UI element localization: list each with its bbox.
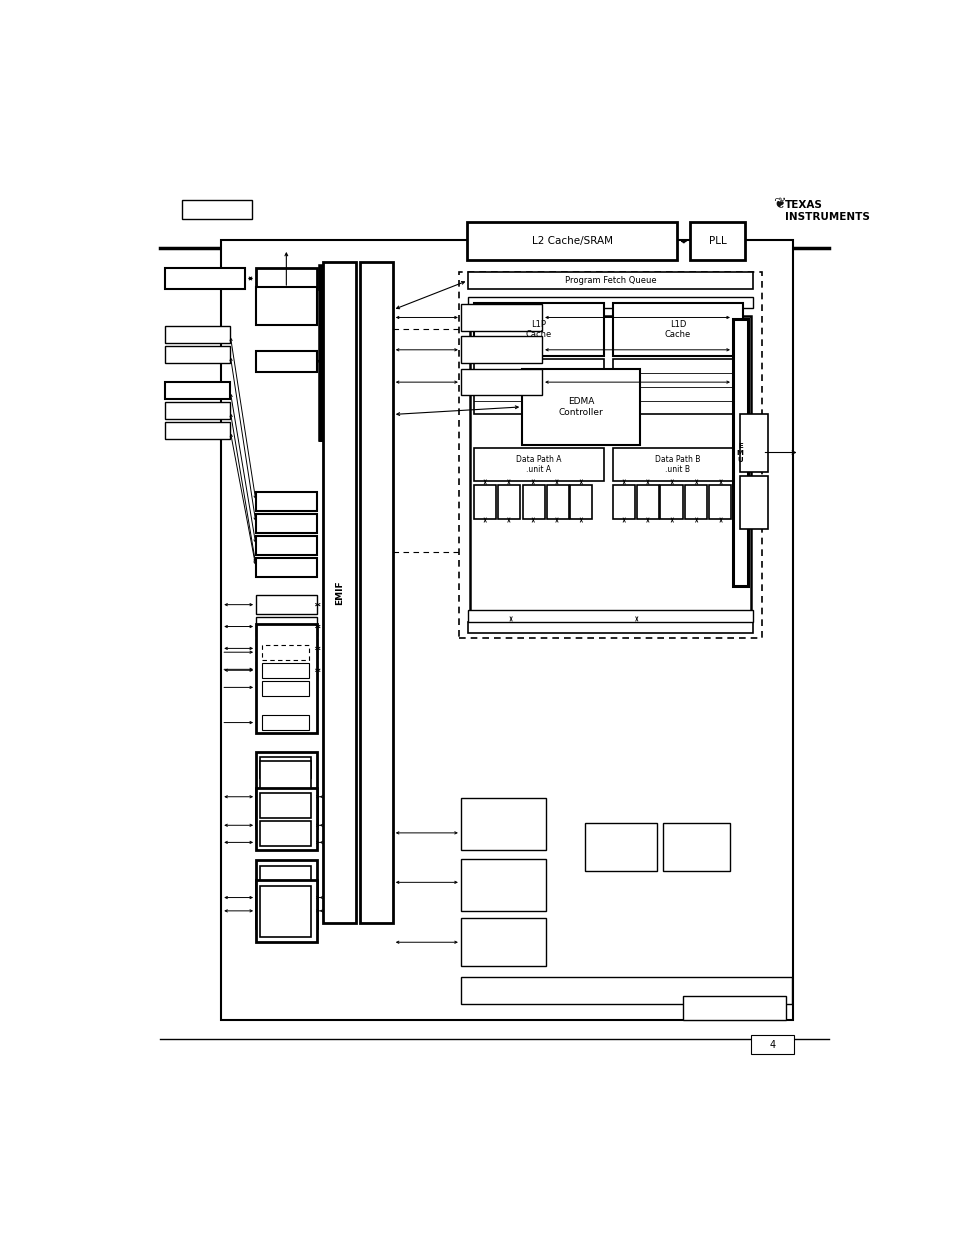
- Text: L2 Cache/SRAM: L2 Cache/SRAM: [531, 236, 612, 247]
- Bar: [255, 536, 316, 556]
- Bar: [262, 680, 309, 697]
- Bar: [613, 304, 741, 356]
- Bar: [460, 858, 545, 911]
- Text: Data Path A
.unit A: Data Path A .unit A: [516, 454, 561, 474]
- Bar: [460, 798, 545, 850]
- Bar: [584, 824, 657, 871]
- Bar: [255, 514, 316, 534]
- Bar: [470, 316, 751, 624]
- Bar: [165, 403, 230, 419]
- Bar: [255, 624, 316, 734]
- Bar: [255, 860, 316, 927]
- Bar: [497, 485, 519, 519]
- Bar: [322, 262, 355, 924]
- Bar: [165, 382, 230, 399]
- Bar: [255, 752, 316, 829]
- Bar: [689, 222, 744, 261]
- Bar: [255, 638, 316, 658]
- Bar: [459, 272, 761, 638]
- Text: E
M
U: E M U: [736, 442, 743, 462]
- Text: TEXAS: TEXAS: [783, 200, 821, 210]
- Bar: [659, 485, 682, 519]
- Bar: [522, 485, 544, 519]
- Bar: [262, 663, 309, 678]
- Bar: [682, 997, 785, 1020]
- Bar: [468, 621, 752, 634]
- Bar: [613, 359, 741, 415]
- Text: Program Fetch Queue: Program Fetch Queue: [564, 275, 656, 285]
- Bar: [460, 336, 541, 363]
- Bar: [165, 326, 230, 343]
- Bar: [260, 821, 311, 846]
- Bar: [474, 304, 603, 356]
- Bar: [460, 369, 541, 395]
- Bar: [165, 346, 230, 363]
- Bar: [260, 866, 311, 924]
- Bar: [468, 296, 752, 308]
- Bar: [165, 422, 230, 440]
- Bar: [740, 477, 767, 529]
- Bar: [468, 272, 752, 289]
- Bar: [260, 793, 311, 818]
- Bar: [613, 485, 635, 519]
- Bar: [474, 485, 496, 519]
- Text: Data Path B
.unit B: Data Path B .unit B: [655, 454, 700, 474]
- Bar: [165, 268, 245, 289]
- Bar: [255, 493, 316, 511]
- Bar: [260, 757, 311, 778]
- Bar: [221, 241, 792, 1020]
- Bar: [262, 645, 309, 659]
- Text: INSTRUMENTS: INSTRUMENTS: [783, 211, 868, 221]
- Bar: [460, 304, 541, 331]
- Bar: [262, 715, 309, 730]
- Bar: [255, 881, 316, 942]
- Bar: [732, 320, 747, 585]
- Bar: [255, 661, 316, 679]
- Bar: [460, 919, 545, 966]
- Bar: [255, 287, 316, 325]
- Text: PLL: PLL: [708, 236, 726, 247]
- Text: ❦: ❦: [772, 196, 785, 211]
- Bar: [460, 977, 791, 1004]
- Bar: [637, 485, 659, 519]
- Bar: [468, 610, 752, 621]
- Bar: [260, 761, 311, 823]
- Bar: [740, 415, 767, 472]
- Bar: [255, 268, 316, 289]
- Bar: [255, 595, 316, 614]
- Bar: [474, 359, 603, 415]
- Bar: [260, 887, 311, 937]
- Bar: [546, 485, 568, 519]
- Bar: [684, 485, 706, 519]
- Text: EDMA
Controller: EDMA Controller: [558, 398, 603, 416]
- Text: 4: 4: [769, 1040, 775, 1050]
- Bar: [613, 448, 741, 482]
- Bar: [521, 369, 639, 445]
- Bar: [474, 448, 603, 482]
- Bar: [708, 485, 730, 519]
- Bar: [751, 1035, 794, 1055]
- Bar: [359, 262, 393, 924]
- Bar: [466, 222, 677, 261]
- Bar: [255, 788, 316, 850]
- Text: EMIF: EMIF: [335, 580, 343, 605]
- Bar: [662, 824, 729, 871]
- Bar: [255, 558, 316, 577]
- Bar: [182, 200, 252, 219]
- Text: L1P
Cache: L1P Cache: [525, 320, 552, 340]
- Bar: [570, 485, 592, 519]
- Text: L1D
Cache: L1D Cache: [664, 320, 690, 340]
- Bar: [255, 618, 316, 636]
- Bar: [255, 351, 316, 372]
